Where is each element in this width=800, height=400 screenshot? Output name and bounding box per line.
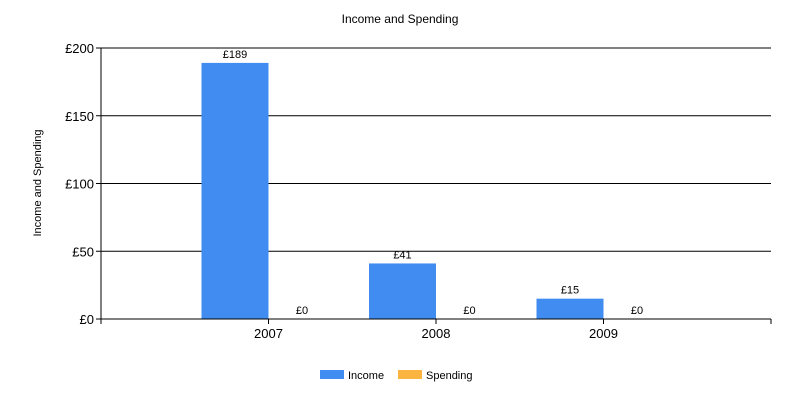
- chart-title: Income and Spending: [342, 12, 459, 26]
- legend-swatch-income: [320, 370, 344, 379]
- legend-label-income: Income: [348, 370, 384, 382]
- data-label: £189: [223, 49, 247, 61]
- legend-label-spending: Spending: [426, 370, 473, 382]
- data-label: £41: [393, 249, 411, 261]
- data-label: £0: [463, 305, 475, 317]
- data-labels: £189 £0 £41 £0 £15 £0: [223, 49, 643, 317]
- bar-income-2007: [201, 62, 269, 319]
- y-tick-label: £200: [65, 41, 94, 56]
- axes: [96, 47, 772, 324]
- x-tick-label: 2008: [422, 326, 451, 341]
- x-tick-label: 2007: [254, 326, 283, 341]
- y-tick-label: £100: [65, 177, 94, 192]
- bar-income-2008: [369, 263, 436, 319]
- y-tick-label: £150: [65, 109, 94, 124]
- data-label: £0: [296, 305, 308, 317]
- legend-swatch-spending: [398, 370, 422, 379]
- data-label: £15: [561, 285, 579, 297]
- data-label: £0: [631, 305, 643, 317]
- bar-income-2009: [536, 298, 604, 319]
- y-tick-label: £0: [80, 312, 94, 327]
- y-axis-label: Income and Spending: [32, 129, 44, 236]
- x-tick-labels: 2007 2008 2009: [254, 326, 618, 341]
- y-tick-label: £50: [72, 244, 94, 259]
- bars: [201, 62, 604, 319]
- x-tick-label: 2009: [589, 326, 618, 341]
- legend: Income Spending: [320, 370, 473, 382]
- y-tick-labels: £0 £50 £100 £150 £200: [65, 41, 94, 327]
